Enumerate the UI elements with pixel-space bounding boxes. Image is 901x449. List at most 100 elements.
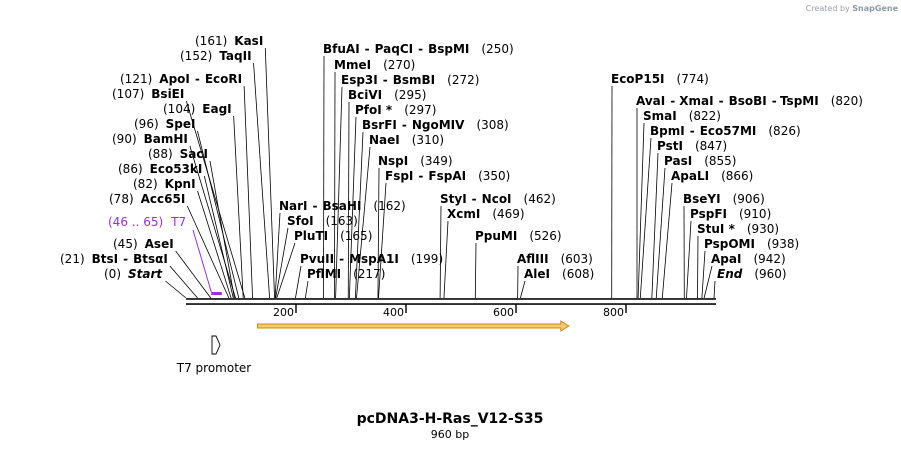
site-label[interactable]: NarI - BsaHI (162) — [279, 199, 406, 213]
name-separator: - — [719, 94, 724, 108]
enzyme-name: PfoI * — [355, 103, 393, 117]
t7-promoter-feature[interactable]: T7 promoter — [176, 335, 252, 375]
dna-backbone — [186, 298, 716, 305]
enzyme-name: BtsI — [92, 252, 119, 266]
enzyme-name: NarI — [279, 199, 308, 213]
bp-axis: 200 400 600 800 — [273, 304, 627, 319]
site-label[interactable]: NspI (349) — [378, 154, 453, 168]
site-label[interactable]: (21) BtsI - BtsαI — [60, 252, 168, 266]
site-label[interactable]: (121) ApoI - EcoRI — [120, 72, 242, 86]
site-position: (161) — [195, 34, 227, 48]
site-label[interactable]: BsrFI - NgoMIV (308) — [362, 118, 509, 132]
enzyme-name: BpmI — [650, 124, 685, 138]
site-label[interactable]: BpmI - Eco57MI (826) — [650, 124, 801, 138]
site-label[interactable]: StyI - NcoI (462) — [440, 192, 556, 206]
snapgene-logo: SnapGene — [852, 4, 898, 13]
site-label[interactable]: BfuAI - PaqCI - BspMI (250) — [323, 42, 514, 56]
enzyme-name: PflMI — [307, 267, 341, 281]
site-leader-line — [304, 280, 309, 299]
enzyme-name: Acc65I — [141, 192, 186, 206]
t7-promoter-arrow[interactable] — [211, 335, 221, 355]
site-leader-line — [264, 47, 275, 299]
site-label[interactable]: (96) SpeI — [134, 117, 195, 131]
site-label[interactable]: PfoI * (297) — [355, 103, 436, 117]
site-label[interactable]: (78) Acc65I — [109, 192, 185, 206]
enzyme-name: NcoI — [482, 192, 512, 206]
site-label[interactable]: XcmI (469) — [447, 207, 525, 221]
site-label[interactable]: (152) TaqII — [180, 49, 252, 63]
orf-arrow[interactable] — [257, 320, 570, 332]
site-label[interactable]: Esp3I - BsmBI (272) — [341, 73, 479, 87]
primer-t7[interactable]: (46 .. 65) T7 — [108, 215, 222, 295]
primer-bar[interactable] — [211, 292, 222, 295]
construct-length: 960 bp — [431, 428, 469, 441]
site-label[interactable]: (86) Eco53kI — [118, 162, 202, 176]
site-label[interactable]: (90) BamHI — [112, 132, 188, 146]
site-leader-line — [347, 101, 350, 299]
site-label[interactable]: AvaI - XmaI - BsoBI - TspMI (820) — [636, 94, 863, 108]
site-label[interactable]: AleI (608) — [524, 267, 594, 281]
t7-promoter-label[interactable]: T7 promoter — [176, 361, 252, 375]
site-label[interactable]: ApaLI (866) — [671, 169, 753, 183]
enzyme-name: SacI — [180, 147, 208, 161]
site-leader-line — [203, 175, 234, 299]
enzyme-name: SfoI — [287, 214, 314, 228]
site-label[interactable]: BseYI (906) — [683, 192, 765, 206]
site-label[interactable]: SfoI (163) — [287, 214, 358, 228]
site-label[interactable]: (88) SacI — [148, 147, 208, 161]
site-position: (107) — [112, 87, 144, 101]
site-label[interactable]: PstI (847) — [657, 139, 727, 153]
site-position: (78) — [109, 192, 134, 206]
site-label[interactable]: PpuMI (526) — [475, 229, 562, 243]
end-label[interactable]: End (960) — [717, 267, 787, 281]
orf-shape[interactable] — [257, 320, 570, 332]
site-label[interactable]: MmeI (270) — [334, 58, 415, 72]
site-label[interactable]: PspFI (910) — [690, 207, 771, 221]
site-label[interactable]: AflIII (603) — [517, 252, 593, 266]
end-label[interactable]: (0) Start — [104, 267, 163, 281]
enzyme-name: BsaHI — [323, 199, 362, 213]
site-label[interactable]: (82) KpnI — [133, 177, 196, 191]
enzyme-name: PluTI — [294, 229, 328, 243]
enzyme-name: BsmBI — [393, 73, 435, 87]
site-label[interactable]: PvuII - MspA1I (199) — [300, 252, 443, 266]
end-leader-line — [165, 280, 187, 299]
name-separator: - — [195, 72, 200, 86]
enzyme-name: TspMI — [780, 94, 819, 108]
site-label[interactable]: (104) EagI — [163, 102, 232, 116]
site-position: (272) — [447, 73, 479, 87]
site-leader-line — [276, 242, 296, 299]
site-position: (165) — [340, 229, 372, 243]
site-label[interactable]: BciVI (295) — [348, 88, 426, 102]
site-label[interactable]: PflMI (217) — [307, 267, 385, 281]
site-position: (906) — [733, 192, 765, 206]
site-position: (308) — [476, 118, 508, 132]
site-position: (163) — [326, 214, 358, 228]
site-label[interactable]: PspOMI (938) — [704, 237, 799, 251]
site-label[interactable]: ApaI (942) — [711, 252, 786, 266]
site-position: (310) — [412, 133, 444, 147]
site-label[interactable]: FspI - FspAI (350) — [385, 169, 510, 183]
site-label[interactable]: PluTI (165) — [294, 229, 372, 243]
name-separator: - — [339, 252, 344, 266]
enzyme-name: StuI * — [697, 222, 736, 236]
enzyme-name: BamHI — [144, 132, 188, 146]
enzyme-name: EagI — [202, 102, 231, 116]
primer-label[interactable]: (46 .. 65) T7 — [108, 215, 186, 229]
site-leader-line — [253, 62, 270, 299]
site-position: (152) — [180, 49, 212, 63]
enzyme-name: XcmI — [447, 207, 480, 221]
site-leader-line — [334, 71, 336, 299]
site-label[interactable]: (45) AseI — [113, 237, 174, 251]
site-label[interactable]: NaeI (310) — [369, 133, 444, 147]
site-label[interactable]: PasI (855) — [664, 154, 736, 168]
site-label[interactable]: SmaI (822) — [643, 109, 721, 123]
enzyme-name: StyI — [440, 192, 467, 206]
enzyme-name: FspAI — [428, 169, 466, 183]
enzyme-name: FspI — [385, 169, 413, 183]
site-label[interactable]: (161) KasI — [195, 34, 263, 48]
site-label[interactable]: (107) BsiEI — [112, 87, 184, 101]
site-label[interactable]: StuI * (930) — [697, 222, 779, 236]
site-label[interactable]: EcoP15I (774) — [611, 72, 709, 86]
